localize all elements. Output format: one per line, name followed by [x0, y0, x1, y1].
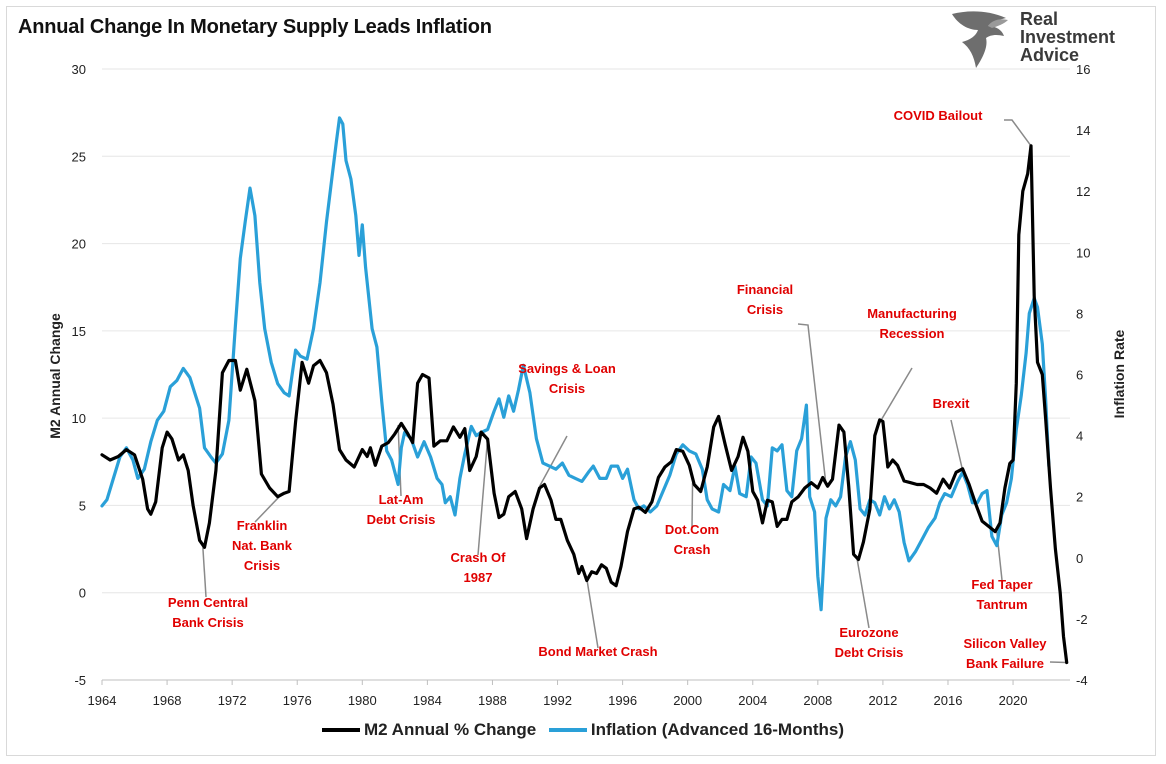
- series-line-m2: [100, 144, 1069, 665]
- x-tick-label: 1980: [348, 693, 377, 708]
- legend-item-inflation: Inflation (Advanced 16-Months): [548, 720, 845, 740]
- y-axis-label-right: Inflation Rate: [1111, 329, 1127, 418]
- x-tick-label: 2012: [868, 693, 897, 708]
- annotation-crash-1987-line-2: 1987: [464, 570, 493, 585]
- annotation-manufacturing-line-2: Recession: [879, 326, 944, 341]
- y-tick-label-left: -5: [74, 673, 86, 688]
- annotation-fed-taper-line-2: Tantrum: [976, 597, 1027, 612]
- leader-eurozone: [856, 557, 870, 629]
- annotation-labels: Penn Central Bank Crisis Franklin Nat. Bank…: [168, 108, 1047, 671]
- x-tick-label: 1992: [543, 693, 572, 708]
- y-tick-label-right: -4: [1076, 673, 1088, 688]
- y-tick-label-right: -2: [1076, 612, 1088, 627]
- logo-line-2: Investment: [1020, 27, 1116, 47]
- annotation-savings-loan-line-2: Crisis: [549, 381, 585, 396]
- annotation-dotcom-line-1: Dot.Com: [665, 522, 719, 537]
- leader-financial: [797, 323, 827, 485]
- annotation-penn-central-line-1: Penn Central: [168, 595, 248, 610]
- legend-swatch-m2: [321, 728, 360, 732]
- y-tick-label-left: 10: [72, 411, 86, 426]
- annotation-leaders: [202, 119, 1067, 664]
- x-tick-label: 2008: [803, 693, 832, 708]
- x-tick-label: 1968: [153, 693, 182, 708]
- x-tick-label: 2000: [673, 693, 702, 708]
- y-tick-label-right: 12: [1076, 184, 1090, 199]
- annotation-penn-central-line-2: Bank Crisis: [172, 615, 244, 630]
- leader-savings-loan: [538, 435, 568, 487]
- legend-swatch-inflation: [548, 728, 587, 732]
- annotation-bond-market-line-1: Bond Market Crash: [538, 644, 657, 659]
- annotation-crash-1987-line-1: Crash Of: [451, 550, 507, 565]
- leader-bond-market: [586, 578, 599, 649]
- x-tick-label: 2020: [999, 693, 1028, 708]
- y-tick-label-left: 5: [79, 498, 86, 513]
- annotation-franklin-line-1: Franklin: [237, 518, 288, 533]
- leader-covid: [1004, 119, 1032, 147]
- y-tick-label-left: 30: [72, 62, 86, 77]
- y-tick-label-right: 0: [1076, 551, 1083, 566]
- y-tick-label-right: 14: [1076, 123, 1090, 138]
- annotation-financial-line-2: Crisis: [747, 302, 783, 317]
- y-tick-label-right: 16: [1076, 62, 1090, 77]
- leader-penn-central: [202, 547, 207, 598]
- x-tick-label: 1972: [218, 693, 247, 708]
- annotation-manufacturing-line-1: Manufacturing: [867, 306, 957, 321]
- x-tick-label: 1988: [478, 693, 507, 708]
- legend-label-inflation: Inflation (Advanced 16-Months): [590, 720, 845, 739]
- y-axis-label-left: M2 Annual Change: [47, 313, 63, 439]
- leader-crash-1987: [477, 439, 489, 556]
- x-tick-label: 1984: [413, 693, 442, 708]
- annotation-savings-loan-line-1: Savings & Loan: [518, 361, 616, 376]
- leader-manufacturing: [880, 367, 913, 421]
- leader-dotcom: [691, 482, 694, 528]
- annotation-eurozone-line-2: Debt Crisis: [835, 645, 904, 660]
- x-tick-label: 1964: [88, 693, 117, 708]
- chart-title: Annual Change In Monetary Supply Leads I…: [18, 16, 492, 38]
- axes: -5 0 5 10 15 20 25 30 -4 -2 0 2 4 6 8 10 12 14 16 1964 1968 1…: [72, 62, 1091, 708]
- annotation-fed-taper-line-1: Fed Taper: [971, 577, 1032, 592]
- x-tick-label: 2016: [934, 693, 963, 708]
- annotation-covid-line-1: COVID Bailout: [894, 108, 984, 123]
- y-tick-label-right: 8: [1076, 306, 1083, 321]
- annotation-financial-line-1: Financial: [737, 282, 793, 297]
- legend-item-m2: M2 Annual % Change: [321, 720, 537, 740]
- y-tick-label-right: 4: [1076, 429, 1083, 444]
- series-line-inflation: [100, 116, 1051, 612]
- leader-svb: [1049, 661, 1067, 664]
- annotation-franklin-line-2: Nat. Bank: [232, 538, 293, 553]
- annotation-brexit-line-1: Brexit: [933, 396, 971, 411]
- annotation-dotcom-line-2: Crash: [674, 542, 711, 557]
- annotation-svb-line-2: Bank Failure: [966, 656, 1044, 671]
- y-tick-label-left: 0: [79, 586, 86, 601]
- leader-franklin: [254, 494, 282, 523]
- y-tick-label-right: 10: [1076, 245, 1090, 260]
- x-tick-label: 1996: [608, 693, 637, 708]
- legend-label-m2: M2 Annual % Change: [363, 720, 537, 739]
- eagle-icon: [952, 11, 1008, 69]
- y-tick-label-left: 15: [72, 324, 86, 339]
- leader-brexit: [950, 419, 964, 471]
- chart-frame: [6, 6, 1156, 756]
- logo-line-1: Real: [1020, 9, 1059, 29]
- legend: M2 Annual % Change Inflation (Advanced 1…: [0, 717, 1166, 740]
- logo-text: Real Investment Advice: [1020, 10, 1115, 64]
- x-tick-label: 2004: [738, 693, 767, 708]
- brand-logo: Real Investment Advice: [948, 8, 1138, 72]
- annotation-eurozone-line-1: Eurozone: [839, 625, 898, 640]
- y-tick-label-left: 20: [72, 237, 86, 252]
- annotation-lat-am-line-1: Lat-Am: [379, 492, 424, 507]
- annotation-svb-line-1: Silicon Valley: [963, 636, 1047, 651]
- x-tick-label: 1976: [283, 693, 312, 708]
- annotation-lat-am-line-2: Debt Crisis: [367, 512, 436, 527]
- annotation-franklin-line-3: Crisis: [244, 558, 280, 573]
- y-tick-label-left: 25: [72, 149, 86, 164]
- series-lines: [100, 116, 1069, 665]
- logo-line-3: Advice: [1020, 45, 1080, 65]
- y-tick-label-right: 2: [1076, 490, 1083, 505]
- y-tick-label-right: 6: [1076, 368, 1083, 383]
